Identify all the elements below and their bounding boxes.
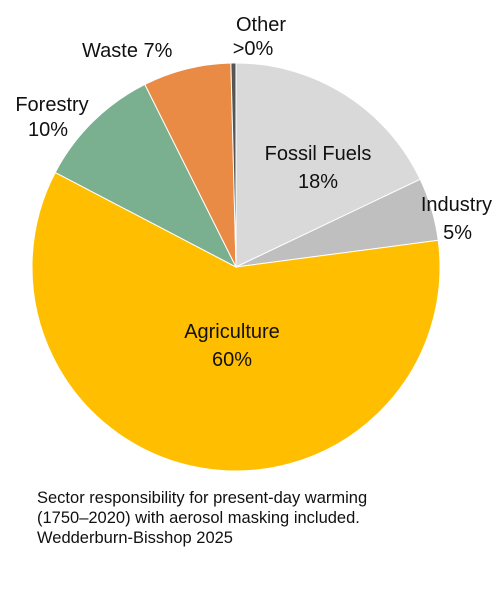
- slice-value-fossil-fuels: 18%: [298, 171, 338, 193]
- slice-forestry: [54, 83, 238, 269]
- slice-label-other: Other: [236, 14, 286, 36]
- slice-other: [230, 62, 237, 268]
- slice-value-agriculture: 60%: [212, 349, 252, 371]
- slice-value-forestry: 10%: [28, 119, 68, 141]
- caption-line-2: (1750–2020) with aerosol masking include…: [37, 509, 360, 527]
- slice-label-waste-name: Waste: [82, 40, 138, 62]
- slice-label-forestry: Forestry: [15, 94, 88, 116]
- slice-agriculture: [31, 171, 441, 472]
- slice-label-fossil-fuels: Fossil Fuels: [265, 143, 372, 165]
- caption-line-1: Sector responsibility for present-day wa…: [37, 489, 368, 507]
- slice-label-industry: Industry: [421, 194, 492, 216]
- slice-value-other: >0%: [233, 38, 274, 60]
- pie-slices: [31, 62, 441, 472]
- slice-value-industry: 5%: [443, 222, 472, 244]
- slice-label-waste: Waste 7%: [82, 40, 173, 62]
- slice-value-waste: 7%: [144, 40, 173, 62]
- slice-fossil-fuels: [235, 62, 421, 268]
- pie-chart: Fossil Fuels 18% Industry 5% Agriculture…: [15, 14, 492, 472]
- chart-caption: Sector responsibility for present-day wa…: [37, 488, 497, 548]
- caption-line-3: Wedderburn-Bisshop 2025: [37, 529, 233, 547]
- slice-label-agriculture: Agriculture: [184, 321, 280, 343]
